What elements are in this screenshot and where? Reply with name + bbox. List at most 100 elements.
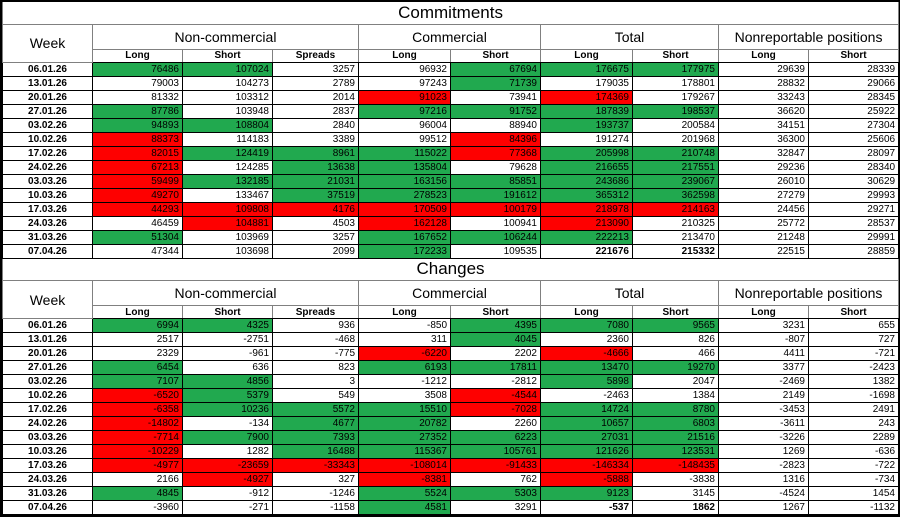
value-cell: 10657 xyxy=(540,416,633,431)
value-cell: 28345 xyxy=(807,89,900,105)
value-cell: 21031 xyxy=(272,173,359,189)
week-cell: 03.02.26 xyxy=(2,374,93,389)
table-row: 06.01.26 6994 4325 936 -850 4395 7080 9565 3231 6… xyxy=(2,318,899,333)
value-cell: 22515 xyxy=(718,243,809,259)
week-cell: 10.03.26 xyxy=(2,187,93,203)
table-row: 24.03.26 2166 -4927 327 -8381 762 -5888 -3838 13… xyxy=(2,472,899,487)
value-cell: 193737 xyxy=(540,117,633,133)
value-cell: 96932 xyxy=(358,61,451,77)
value-cell: 103948 xyxy=(182,103,273,119)
value-cell: -3226 xyxy=(718,430,809,445)
value-cell: 24456 xyxy=(718,201,809,217)
value-cell: 37519 xyxy=(272,187,359,203)
value-cell: 176675 xyxy=(540,61,633,77)
value-cell: 174369 xyxy=(540,89,633,105)
value-cell: 15510 xyxy=(358,402,451,417)
value-cell: 47344 xyxy=(92,243,183,259)
value-cell: -1132 xyxy=(808,500,899,515)
value-cell: -3453 xyxy=(718,402,809,417)
value-cell: 77368 xyxy=(450,145,541,161)
value-cell: -7714 xyxy=(92,430,183,445)
value-cell: 121626 xyxy=(540,444,633,459)
value-cell: 46459 xyxy=(92,215,183,231)
value-cell: 3377 xyxy=(718,360,809,375)
table-row: 06.01.26 76486 107024 3257 96932 67694 176675 1… xyxy=(2,61,900,77)
week-cell: 06.01.26 xyxy=(2,61,93,77)
value-cell: -7028 xyxy=(450,402,541,417)
table-row: 17.02.26 82015 124419 8961 115022 77368 205998… xyxy=(2,145,900,161)
value-cell: 2202 xyxy=(450,346,541,361)
value-cell: 36300 xyxy=(718,131,809,147)
week-cell: 07.04.26 xyxy=(2,500,93,515)
value-cell: 29066 xyxy=(807,75,900,91)
value-cell: 2491 xyxy=(808,402,899,417)
value-cell: 179035 xyxy=(540,75,633,91)
value-cell: -807 xyxy=(718,332,809,347)
value-cell: 81332 xyxy=(92,89,183,105)
value-cell: 85851 xyxy=(450,173,541,189)
value-cell: -1212 xyxy=(358,374,451,389)
value-cell: 25606 xyxy=(807,131,900,147)
value-cell: 25772 xyxy=(718,215,809,231)
value-cell: 1862 xyxy=(632,500,719,515)
value-cell: 3145 xyxy=(632,486,719,501)
value-cell: 115022 xyxy=(358,145,451,161)
table-row: 17.02.26 -6358 10236 5572 15510 -7028 14724 878… xyxy=(2,402,899,417)
week-cell: 20.01.26 xyxy=(2,346,93,361)
value-cell: 5524 xyxy=(358,486,451,501)
value-cell: -1246 xyxy=(272,486,359,501)
value-cell: 94893 xyxy=(92,117,183,133)
week-cell: 13.01.26 xyxy=(2,332,93,347)
value-cell: 6193 xyxy=(358,360,451,375)
value-cell: 762 xyxy=(450,472,541,487)
value-cell: 28537 xyxy=(807,215,900,231)
value-cell: 213090 xyxy=(540,215,633,231)
value-cell: 88373 xyxy=(92,131,183,147)
week-cell: 07.04.26 xyxy=(2,243,93,259)
table-row: 31.03.26 51304 103969 3257 167652 106244 22221… xyxy=(2,229,900,245)
value-cell: 167652 xyxy=(358,229,451,245)
week-cell: 10.02.26 xyxy=(2,131,93,147)
value-cell: 823 xyxy=(272,360,359,375)
value-cell: 7080 xyxy=(540,318,633,333)
value-cell: 27352 xyxy=(358,430,451,445)
value-cell: -2823 xyxy=(718,458,809,473)
value-cell: 636 xyxy=(182,360,273,375)
value-cell: 28339 xyxy=(807,61,900,77)
week-cell: 24.02.26 xyxy=(2,159,93,175)
value-cell: -6220 xyxy=(358,346,451,361)
value-cell: 108804 xyxy=(182,117,273,133)
value-cell: 32847 xyxy=(718,145,809,161)
value-cell: -721 xyxy=(808,346,899,361)
value-cell: 133467 xyxy=(182,187,273,203)
value-cell: 4176 xyxy=(272,201,359,217)
value-cell: -2469 xyxy=(718,374,809,389)
week-cell: 24.03.26 xyxy=(2,215,93,231)
value-cell: 210325 xyxy=(632,215,719,231)
value-cell: 178801 xyxy=(632,75,719,91)
value-cell: -146334 xyxy=(540,458,633,473)
value-cell: 16488 xyxy=(272,444,359,459)
group-header-commercial: Commercial xyxy=(358,23,541,50)
value-cell: -271 xyxy=(182,500,273,515)
value-cell: -2463 xyxy=(540,388,633,403)
value-cell: 200584 xyxy=(632,117,719,133)
group-header-non-commercial: Non-commercial xyxy=(92,280,359,306)
value-cell: 2329 xyxy=(92,346,183,361)
value-cell: 2099 xyxy=(272,243,359,259)
value-cell: 1384 xyxy=(632,388,719,403)
table-row: 20.01.26 2329 -961 -775 -6220 2202 -4666 466 441… xyxy=(2,346,899,361)
value-cell: 10236 xyxy=(182,402,273,417)
value-cell: 221676 xyxy=(540,243,633,259)
value-cell: 727 xyxy=(808,332,899,347)
value-cell: 2047 xyxy=(632,374,719,389)
value-cell: 1454 xyxy=(808,486,899,501)
value-cell: 79003 xyxy=(92,75,183,91)
value-cell: 2840 xyxy=(272,117,359,133)
value-cell: 6454 xyxy=(92,360,183,375)
group-header-total: Total xyxy=(540,23,719,50)
table-row: 03.02.26 94893 108804 2840 96004 88940 193737 2… xyxy=(2,117,900,133)
value-cell: 243 xyxy=(808,416,899,431)
table-row: 24.02.26 -14802 -134 4677 20782 2260 10657 6803… xyxy=(2,416,899,431)
value-cell: 115367 xyxy=(358,444,451,459)
